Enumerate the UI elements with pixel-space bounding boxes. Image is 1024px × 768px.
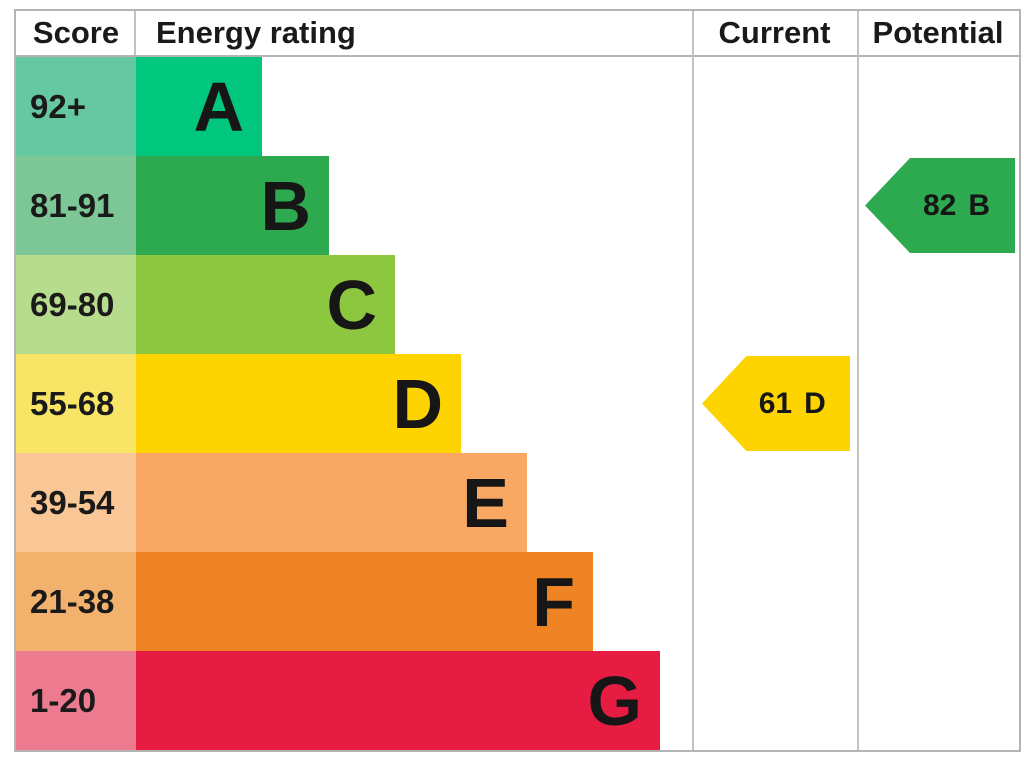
header-potential: Potential bbox=[872, 15, 1004, 50]
rating-bar-e: E bbox=[136, 453, 527, 552]
header-energy-rating: Energy rating bbox=[156, 15, 356, 50]
divider-energy-current bbox=[692, 11, 694, 750]
band-row-a: 92+ A bbox=[16, 57, 1019, 156]
band-row-e: 39-54 E bbox=[16, 453, 1019, 552]
current-rating-grade: D bbox=[804, 386, 826, 420]
rating-bar-f: F bbox=[136, 552, 593, 651]
band-row-c: 69-80 C bbox=[16, 255, 1019, 354]
band-row-b: 81-91 B bbox=[16, 156, 1019, 255]
header-score: Score bbox=[32, 15, 120, 50]
band-row-d: 55-68 D bbox=[16, 354, 1019, 453]
divider-current-potential bbox=[857, 11, 859, 750]
score-range-b: 81-91 bbox=[16, 156, 136, 255]
score-range-g: 1-20 bbox=[16, 651, 136, 750]
band-rows: 92+ A 81-91 B 69-80 C 55-68 D 39-54 E 21-38 F 1-20 G bbox=[16, 57, 1019, 750]
rating-bar-g: G bbox=[136, 651, 660, 750]
potential-rating-grade: B bbox=[968, 188, 991, 222]
score-range-e: 39-54 bbox=[16, 453, 136, 552]
header-row: Score Energy rating Current Potential bbox=[16, 11, 1019, 57]
rating-bar-a: A bbox=[136, 57, 262, 156]
score-range-f: 21-38 bbox=[16, 552, 136, 651]
score-range-d: 55-68 bbox=[16, 354, 136, 453]
divider-score-energy bbox=[134, 11, 136, 55]
score-range-a: 92+ bbox=[16, 57, 136, 156]
rating-bar-b: B bbox=[136, 156, 329, 255]
epc-table: Score Energy rating Current Potential 92… bbox=[14, 9, 1021, 752]
potential-rating-value: 82 bbox=[922, 188, 957, 222]
band-row-f: 21-38 F bbox=[16, 552, 1019, 651]
current-rating-value: 61 bbox=[758, 386, 793, 420]
band-row-g: 1-20 G bbox=[16, 651, 1019, 750]
current-rating-label: 61 D bbox=[726, 387, 826, 421]
score-range-c: 69-80 bbox=[16, 255, 136, 354]
rating-bar-d: D bbox=[136, 354, 461, 453]
rating-bar-c: C bbox=[136, 255, 395, 354]
potential-rating-label: 82 B bbox=[890, 189, 990, 223]
header-current: Current bbox=[718, 15, 831, 50]
